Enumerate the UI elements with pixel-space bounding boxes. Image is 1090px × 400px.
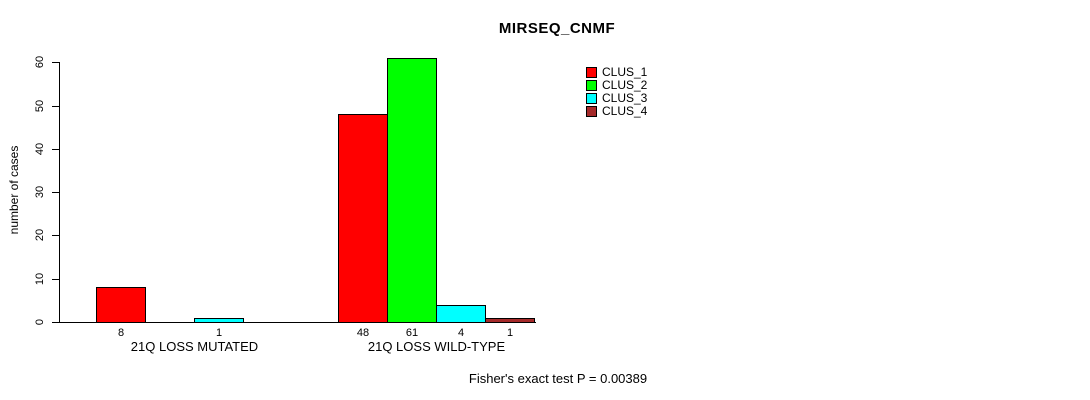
bar-value-label: 8 (117, 327, 125, 339)
y-axis-line (59, 62, 60, 323)
legend-swatch-clus_2 (586, 80, 597, 91)
y-tick-mark (52, 279, 59, 280)
bar-value-label: 4 (457, 327, 465, 339)
y-tick-mark (52, 235, 59, 236)
legend: CLUS_1 CLUS_2 CLUS_3 CLUS_4 (586, 66, 647, 118)
bar-value-label: 1 (506, 327, 514, 339)
y-tick-label: 60 (34, 55, 46, 69)
bar-clus_3-1 (194, 318, 244, 323)
y-tick-mark (52, 106, 59, 107)
bar-value-label: 48 (356, 327, 370, 339)
y-tick-mark (52, 62, 59, 63)
bar-clus_2-2 (387, 58, 437, 323)
legend-row: CLUS_1 (586, 66, 647, 79)
legend-row: CLUS_2 (586, 79, 647, 92)
y-tick-mark (52, 149, 59, 150)
bar-clus_1-2 (338, 114, 388, 323)
y-tick-mark (52, 192, 59, 193)
y-tick-label: 50 (34, 99, 46, 113)
y-axis-label: number of cases (7, 145, 21, 235)
bar-clus_4-2 (485, 318, 535, 323)
chart-title: MIRSEQ_CNMF (498, 20, 616, 37)
legend-label: CLUS_1 (602, 65, 648, 79)
bar-value-label: 1 (215, 327, 223, 339)
bar-clus_3-2 (436, 305, 486, 323)
y-tick-label: 0 (34, 318, 46, 326)
x-axis-line (59, 322, 536, 323)
annotation-fisher-test: Fisher's exact test P = 0.00389 (468, 371, 648, 386)
legend-row: CLUS_4 (586, 105, 647, 118)
legend-swatch-clus_1 (586, 67, 597, 78)
legend-label: CLUS_4 (602, 104, 648, 118)
legend-label: CLUS_2 (602, 78, 648, 92)
legend-row: CLUS_3 (586, 92, 647, 105)
group-label: 21Q LOSS MUTATED (130, 339, 259, 354)
bar-clus_1-1 (96, 287, 146, 323)
group-label: 21Q LOSS WILD-TYPE (367, 339, 506, 354)
y-tick-label: 30 (34, 185, 46, 199)
y-tick-mark (52, 322, 59, 323)
y-tick-label: 10 (34, 272, 46, 286)
bar-value-label: 61 (405, 327, 419, 339)
legend-label: CLUS_3 (602, 91, 648, 105)
legend-swatch-clus_4 (586, 106, 597, 117)
y-tick-label: 20 (34, 228, 46, 242)
y-tick-label: 40 (34, 142, 46, 156)
legend-swatch-clus_3 (586, 93, 597, 104)
